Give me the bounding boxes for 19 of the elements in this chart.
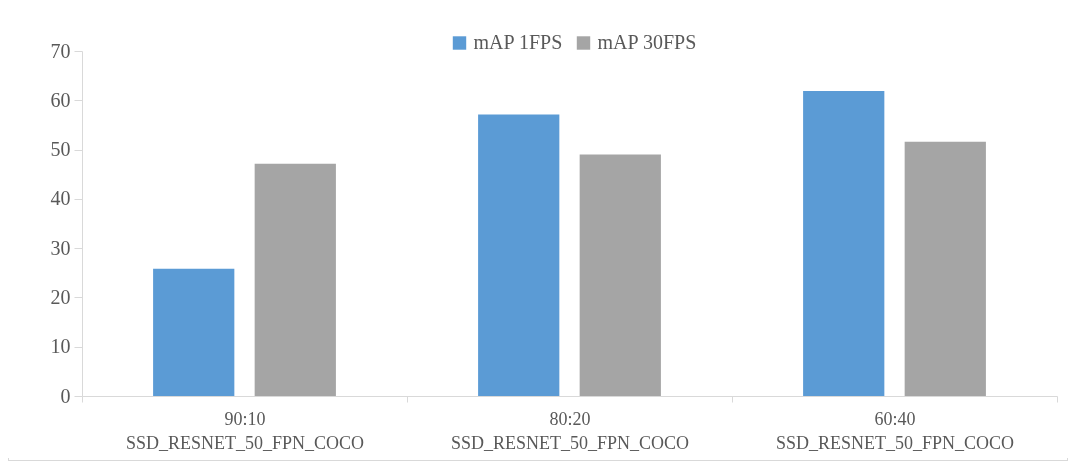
y-tick-label: 70 <box>50 39 71 62</box>
bar <box>153 268 235 396</box>
bar <box>254 163 336 396</box>
legend-label: mAP 30FPS <box>597 31 697 53</box>
x-tick-label: 80:20 SSD_RESNET_50_FPN_COCO <box>450 408 690 453</box>
x-tick-label: 90:10 SSD_RESNET_50_FPN_COCO <box>125 408 365 453</box>
legend-label: mAP 1FPS <box>473 31 563 53</box>
y-tick-label: 0 <box>60 384 71 407</box>
bar <box>803 90 885 396</box>
bar <box>478 114 560 396</box>
y-tick-label: 50 <box>50 138 71 161</box>
y-tick-label: 10 <box>50 335 71 358</box>
y-tick-label: 60 <box>50 88 71 111</box>
x-tick-label: 60:40 SSD_RESNET_50_FPN_COCO <box>775 408 1015 453</box>
y-tick-label: 40 <box>50 187 71 210</box>
bar <box>579 154 661 396</box>
bar <box>904 141 986 396</box>
y-tick-label: 20 <box>50 285 71 308</box>
y-tick-label: 30 <box>50 236 71 259</box>
